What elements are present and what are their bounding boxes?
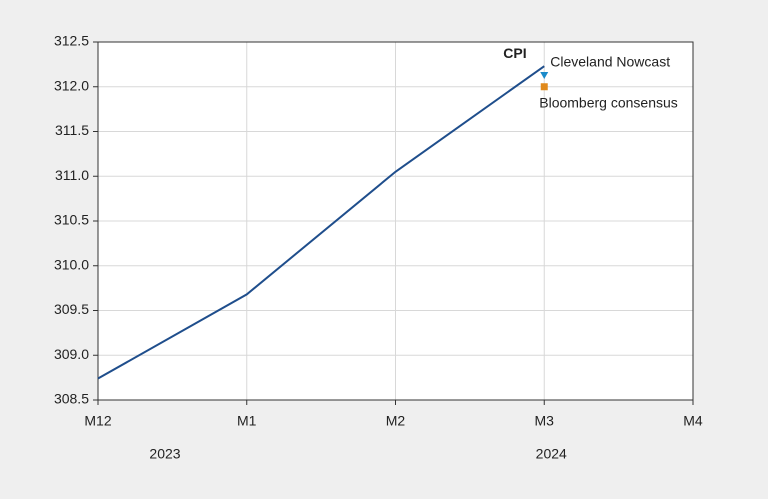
x-tick-label: M4 bbox=[683, 413, 703, 429]
y-tick-label: 312.5 bbox=[54, 33, 89, 49]
x-tick-label: M2 bbox=[386, 413, 406, 429]
y-tick-label: 309.0 bbox=[54, 346, 89, 362]
consensus-marker bbox=[540, 83, 548, 91]
y-tick-label: 311.0 bbox=[55, 167, 89, 183]
y-tick-label: 309.5 bbox=[54, 301, 89, 317]
y-tick-label: 312.0 bbox=[54, 77, 89, 93]
y-tick-label: 310.0 bbox=[54, 256, 89, 272]
series-label: CPI bbox=[503, 45, 526, 61]
plot-frame bbox=[97, 41, 694, 401]
y-tick-label: 311.5 bbox=[55, 122, 89, 138]
year-label: 2023 bbox=[149, 446, 180, 462]
year-label: 2024 bbox=[536, 446, 567, 462]
cpi-line bbox=[97, 65, 545, 380]
x-tick-label: M1 bbox=[237, 413, 257, 429]
y-tick-label: 310.5 bbox=[54, 212, 89, 228]
x-tick-label: M3 bbox=[535, 413, 555, 429]
x-tick-label: M12 bbox=[84, 413, 111, 429]
series-label: Bloomberg consensus bbox=[539, 94, 678, 110]
series-label: Cleveland Nowcast bbox=[550, 54, 670, 70]
y-tick-label: 308.5 bbox=[54, 391, 89, 407]
nowcast-marker bbox=[540, 72, 549, 80]
